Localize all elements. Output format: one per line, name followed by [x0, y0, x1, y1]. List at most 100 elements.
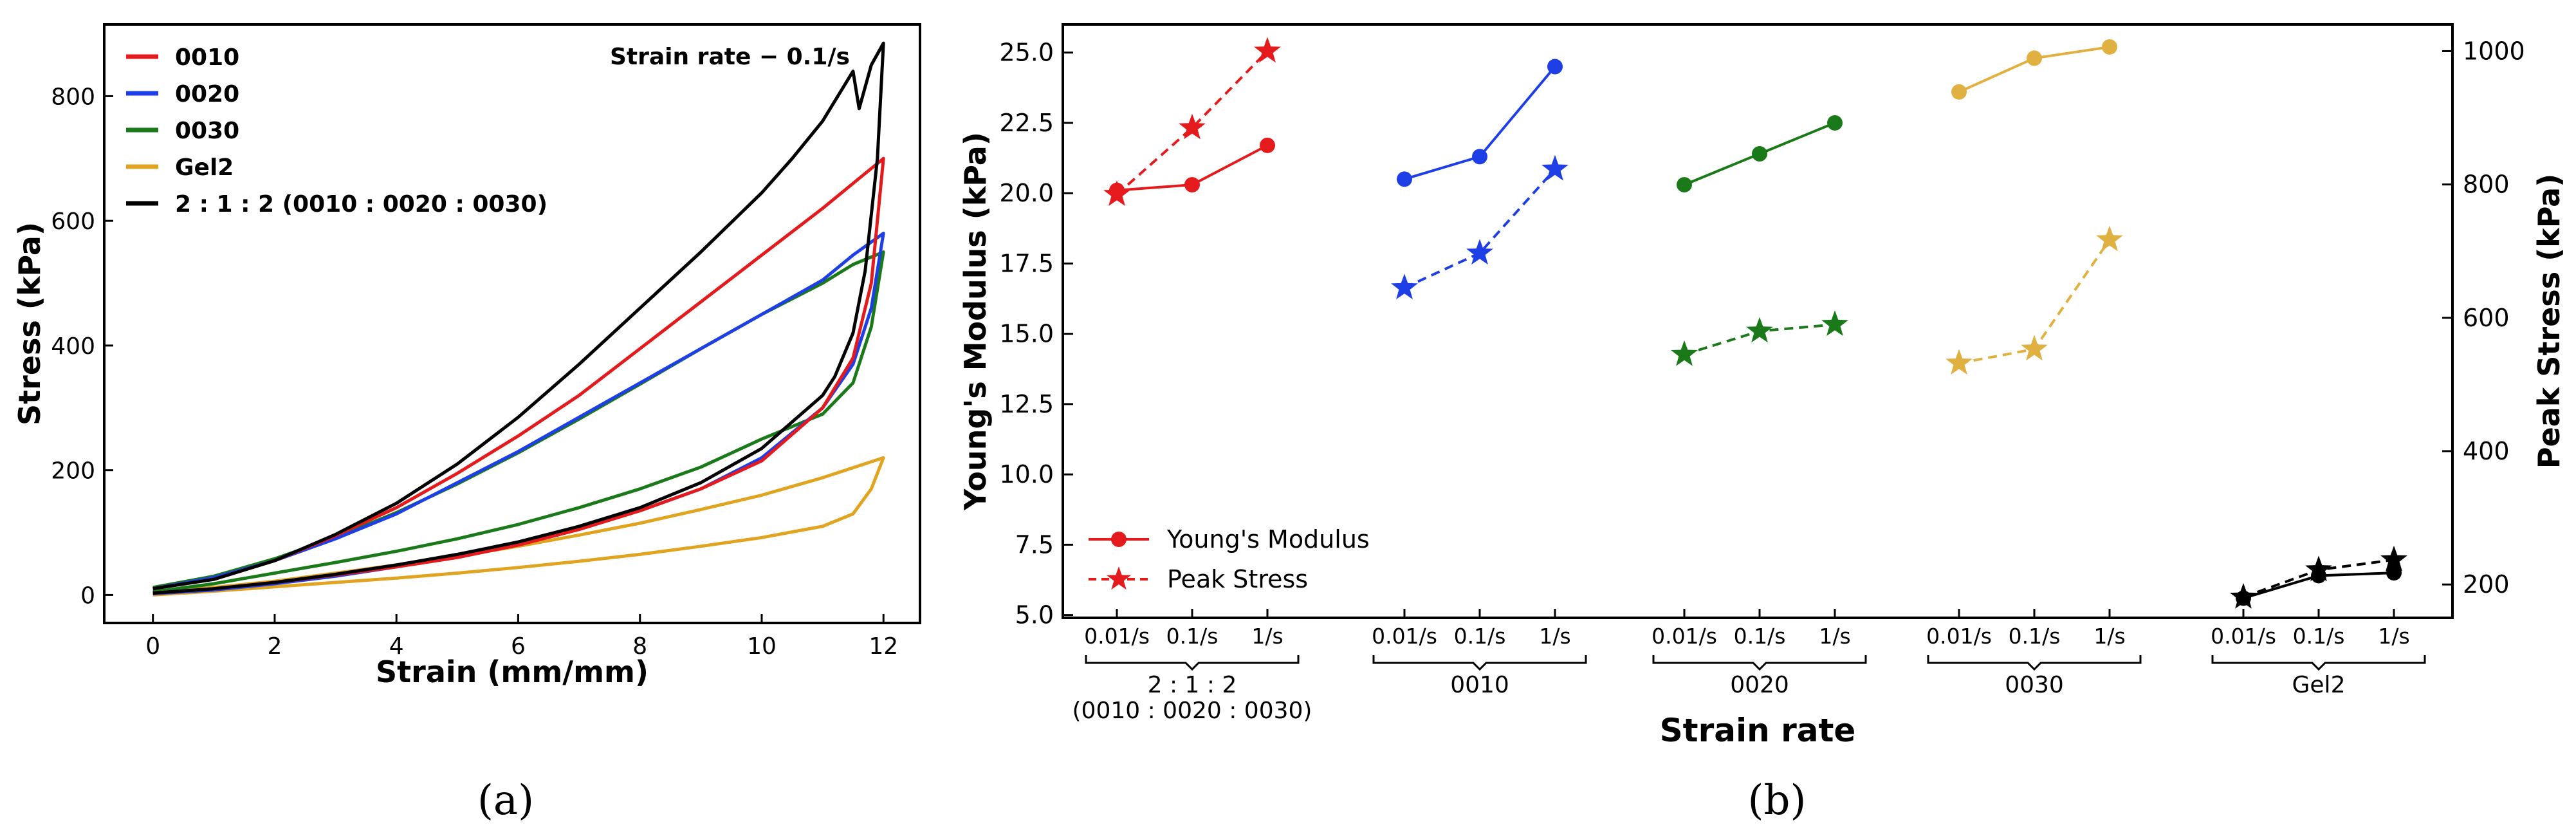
panel-a-annotation: Strain rate − 0.1/s: [610, 44, 850, 70]
panel-a-xtick-label: 4: [389, 633, 404, 660]
panel-b-peak-stress-point: [1466, 239, 1493, 265]
panel-b-peak-stress-point: [2380, 545, 2407, 571]
panel-b-ytick-right-label: 400: [2463, 437, 2510, 465]
panel-b-peak-stress-point: [1254, 37, 1281, 63]
panel-b-youngs-modulus-point: [2386, 565, 2402, 581]
panel-b-peak-stress-line: [1404, 168, 1556, 290]
panel-b-rate-label: 1/s: [1819, 624, 1850, 649]
panel-a-xlabel: Strain (mm/mm): [376, 655, 649, 689]
panel-a-legend: 0010 0020 0030 Gel2 2 : 1 : 2 (0010 : 0020 :…: [126, 44, 547, 218]
panel-a-ytick-label: 600: [51, 209, 95, 235]
panel-a-ylabel: Stress (kPa): [12, 222, 47, 425]
panel-b-rate-label: 0.1/s: [2293, 624, 2345, 649]
panel-b-xlabel: Strain rate: [1660, 712, 1856, 749]
panel-b-rate-label: 0.01/s: [1926, 624, 1992, 649]
panel-a-series-line-2-1-2-0010-0020-0030-: [152, 41, 885, 595]
panel-b-youngs-modulus-point: [1184, 177, 1200, 193]
panel-a-xtick-label: 2: [268, 633, 282, 660]
panel-b-group-label: 2 : 1 : 2: [1148, 672, 1237, 698]
panel-a-ytick-label: 200: [51, 458, 95, 485]
panel-a-ytick-label: 400: [51, 333, 95, 360]
panel-a-xtick-label: 10: [747, 633, 777, 660]
panel-b-peak-stress-point: [1746, 317, 1773, 343]
panel-a-caption: (a): [477, 777, 534, 824]
panel-b-youngs-modulus-point: [1827, 115, 1843, 131]
panel-a-legend-label: 2 : 1 : 2 (0010 : 0020 : 0030): [175, 191, 547, 218]
panel-b-rate-label: 0.01/s: [1084, 624, 1150, 649]
panel-b-ytick-label: 25.0: [999, 39, 1054, 67]
panel-a-legend-label: 0010: [175, 44, 239, 71]
panel-b-rate-label: 1/s: [1539, 624, 1570, 649]
panel-b-peak-stress-point: [1541, 154, 1569, 181]
panel-b-legend-marker-star: [1107, 566, 1131, 590]
panel-b-rate-label: 0.1/s: [1454, 624, 1506, 649]
panel-b-ytick-label: 10.0: [999, 460, 1054, 488]
panel-b-peak-stress-point: [1391, 274, 1418, 299]
panel-a-series-line-0010: [152, 156, 885, 595]
panel-b-group-label: Gel2: [2292, 672, 2346, 698]
panel-b-youngs-modulus-point: [1951, 84, 1967, 100]
panel-b-peak-stress-point: [1946, 349, 1973, 375]
panel-b-peak-stress-point: [2096, 225, 2123, 252]
panel-b-frame: [1062, 23, 2454, 619]
panel-b-youngs-modulus-point: [1752, 146, 1767, 162]
panel-b-group-brace: [1927, 655, 2142, 671]
panel-b-chart: 5.0 7.5 10.0 12.5 15.0 17.5 20.0 22.5 25.0 200 400…: [958, 23, 2566, 749]
panel-b-youngs-modulus-point: [1260, 137, 1275, 153]
panel-b-ytick-label: 5.0: [1015, 601, 1054, 629]
panel-b-rate-label: 0.01/s: [1651, 624, 1717, 649]
panel-b-youngs-modulus-point: [2311, 568, 2326, 584]
panel-b-group-label-2: (0010 : 0020 : 0030): [1072, 698, 1312, 724]
panel-b-group-brace: [2211, 655, 2426, 671]
panel-b-group-brace: [1085, 655, 1300, 671]
panel-b-caption: (b): [1748, 777, 1807, 824]
panel-b-ytick-label: 15.0: [999, 320, 1054, 348]
panel-a-series-line-0020: [152, 232, 885, 595]
panel-b-series: [1103, 37, 2407, 609]
panel-a-ticks: 0 2 4 6 8 10 12 0 200 400 600 800: [51, 84, 898, 660]
panel-b-ylabel-right: Peak Stress (kPa): [2532, 174, 2566, 469]
panel-b-youngs-modulus-point: [2027, 50, 2042, 66]
panel-b-youngs-modulus-point: [2236, 590, 2251, 606]
panel-b-youngs-modulus-point: [1397, 171, 1412, 187]
panel-a-ytick-label: 800: [51, 84, 95, 110]
panel-b-peak-stress-point: [1821, 310, 1848, 336]
panel-b-ytick-label: 7.5: [1015, 530, 1054, 559]
panel-b-youngs-modulus-point: [1472, 149, 1487, 165]
panel-b-ytick-right-label: 600: [2463, 304, 2510, 332]
panel-a-xtick-label: 6: [511, 633, 526, 660]
panel-a-frame: [103, 23, 921, 624]
panel-b-legend-label: Peak Stress: [1167, 565, 1308, 593]
panel-b-rate-label: 0.01/s: [1372, 624, 1437, 649]
panel-a-legend-label: 0020: [175, 81, 239, 107]
panel-a-series: [152, 41, 885, 597]
panel-a-xtick-label: 0: [145, 633, 160, 660]
panel-b-group-label: 0030: [2005, 672, 2064, 698]
panel-b-rate-label: 0.1/s: [1166, 624, 1219, 649]
panel-b-ytick-label: 17.5: [999, 249, 1054, 277]
panel-b-peak-stress-point: [1671, 340, 1698, 366]
panel-b-x-groups: 0.01/s 0.1/s 1/s 2 : 1 : 2(0010 : 0020 : 00…: [1072, 624, 2426, 724]
panel-b-group-label: 0020: [1730, 672, 1789, 698]
panel-b-ylabel-left: Young's Modulus (kPa): [958, 132, 993, 511]
panel-b-youngs-modulus-point: [2102, 39, 2117, 55]
panel-b-ytick-label: 20.0: [999, 179, 1054, 207]
panel-b-rate-label: 1/s: [2378, 624, 2409, 649]
panel-b-peak-stress-point: [2021, 335, 2048, 361]
panel-b-group-label: 0010: [1450, 672, 1509, 698]
panel-b-youngs-modulus-point: [1677, 177, 1692, 193]
panel-b-ytick-right-label: 800: [2463, 171, 2510, 199]
panel-b-rate-label: 0.1/s: [1734, 624, 1786, 649]
panel-b-peak-stress-point: [1179, 113, 1206, 140]
panel-b-rate-label: 0.1/s: [2009, 624, 2061, 649]
panel-b-rate-label: 1/s: [1251, 624, 1283, 649]
panel-b-rate-label: 0.01/s: [2211, 624, 2276, 649]
panel-b-peak-stress-line: [1116, 50, 1269, 196]
panel-b-ytick-right-label: 200: [2463, 570, 2510, 599]
panel-b-youngs-modulus-point: [1109, 182, 1125, 198]
panel-b-ticks: 5.0 7.5 10.0 12.5 15.0 17.5 20.0 22.5 25.0 200 400…: [999, 37, 2525, 629]
panel-b-group-brace: [1652, 655, 1867, 671]
panel-a-legend-label: Gel2: [175, 154, 234, 181]
panel-b-legend-marker-circle: [1111, 532, 1127, 547]
